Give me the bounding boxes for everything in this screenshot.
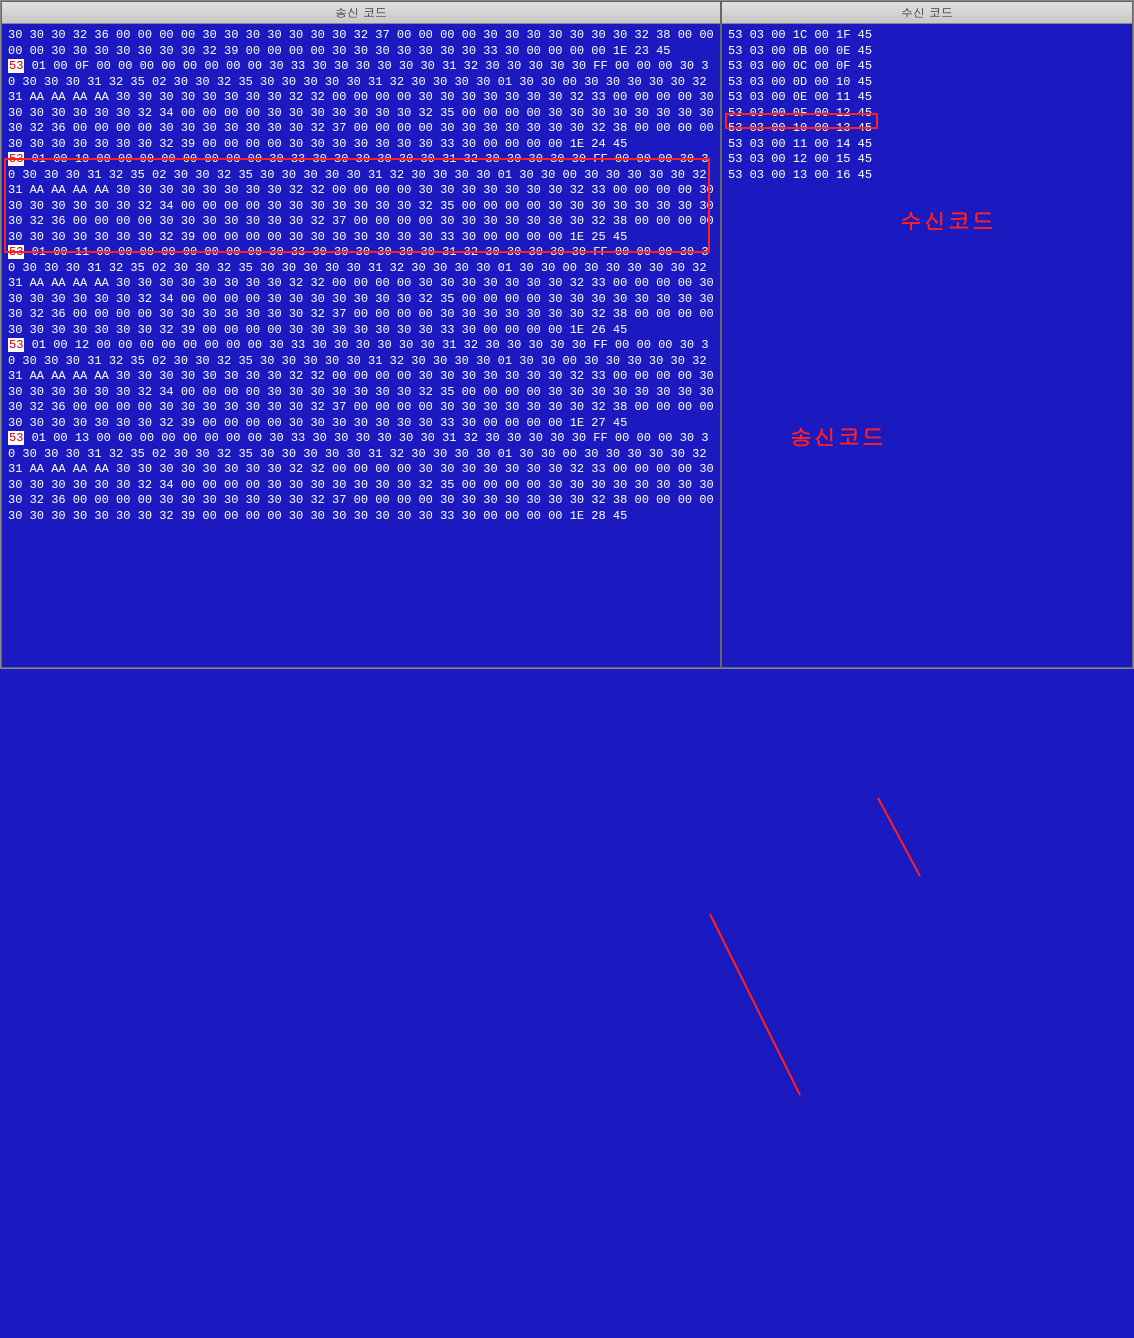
hex-block: 53 01 00 11 00 00 00 00 00 00 00 00 30 3…	[8, 245, 714, 338]
rx-line: 53 03 00 11 00 14 45	[728, 137, 1126, 153]
rx-panel-header: 수신 코드	[722, 2, 1132, 24]
rx-line: 53 03 00 10 00 13 45	[728, 121, 1126, 137]
rx-line: 53 03 00 0D 00 10 45	[728, 75, 1126, 91]
tx-arrow-line	[710, 914, 800, 1095]
start-byte: 53	[8, 338, 24, 352]
rx-hex-dump[interactable]: 53 03 00 1C 00 1F 4553 03 00 0B 00 0E 45…	[722, 24, 1132, 667]
hex-block: 53 01 00 12 00 00 00 00 00 00 00 00 30 3…	[8, 338, 714, 431]
rx-line: 53 03 00 0B 00 0E 45	[728, 44, 1126, 60]
tx-panel: 송신 코드 30 30 30 32 36 00 00 00 00 30 30 3…	[1, 1, 721, 668]
rx-line: 53 03 00 0E 00 11 45	[728, 90, 1126, 106]
start-byte: 53	[8, 431, 24, 445]
rx-arrow-line	[878, 798, 920, 876]
tx-panel-header: 송신 코드	[2, 2, 720, 24]
hex-block: 53 01 00 10 00 00 00 00 00 00 00 00 30 3…	[8, 152, 714, 245]
split-container: 송신 코드 30 30 30 32 36 00 00 00 00 30 30 3…	[0, 0, 1134, 669]
rx-line: 53 03 00 13 00 16 45	[728, 168, 1126, 184]
tx-hex-dump[interactable]: 30 30 30 32 36 00 00 00 00 30 30 30 30 3…	[2, 24, 720, 667]
rx-panel: 수신 코드 53 03 00 1C 00 1F 4553 03 00 0B 00…	[721, 1, 1133, 668]
rx-line: 53 03 00 12 00 15 45	[728, 152, 1126, 168]
start-byte: 53	[8, 59, 24, 73]
hex-block: 53 01 00 0F 00 00 00 00 00 00 00 00 30 3…	[8, 59, 714, 152]
rx-line: 53 03 00 0C 00 0F 45	[728, 59, 1126, 75]
start-byte: 53	[8, 152, 24, 166]
rx-line: 53 03 00 0F 00 12 45	[728, 106, 1126, 122]
hex-block: 53 01 00 13 00 00 00 00 00 00 00 00 30 3…	[8, 431, 714, 524]
rx-line: 53 03 00 1C 00 1F 45	[728, 28, 1126, 44]
start-byte: 53	[8, 245, 24, 259]
hex-block: 30 30 30 32 36 00 00 00 00 30 30 30 30 3…	[8, 28, 714, 59]
annotation-lines	[0, 669, 1134, 1338]
